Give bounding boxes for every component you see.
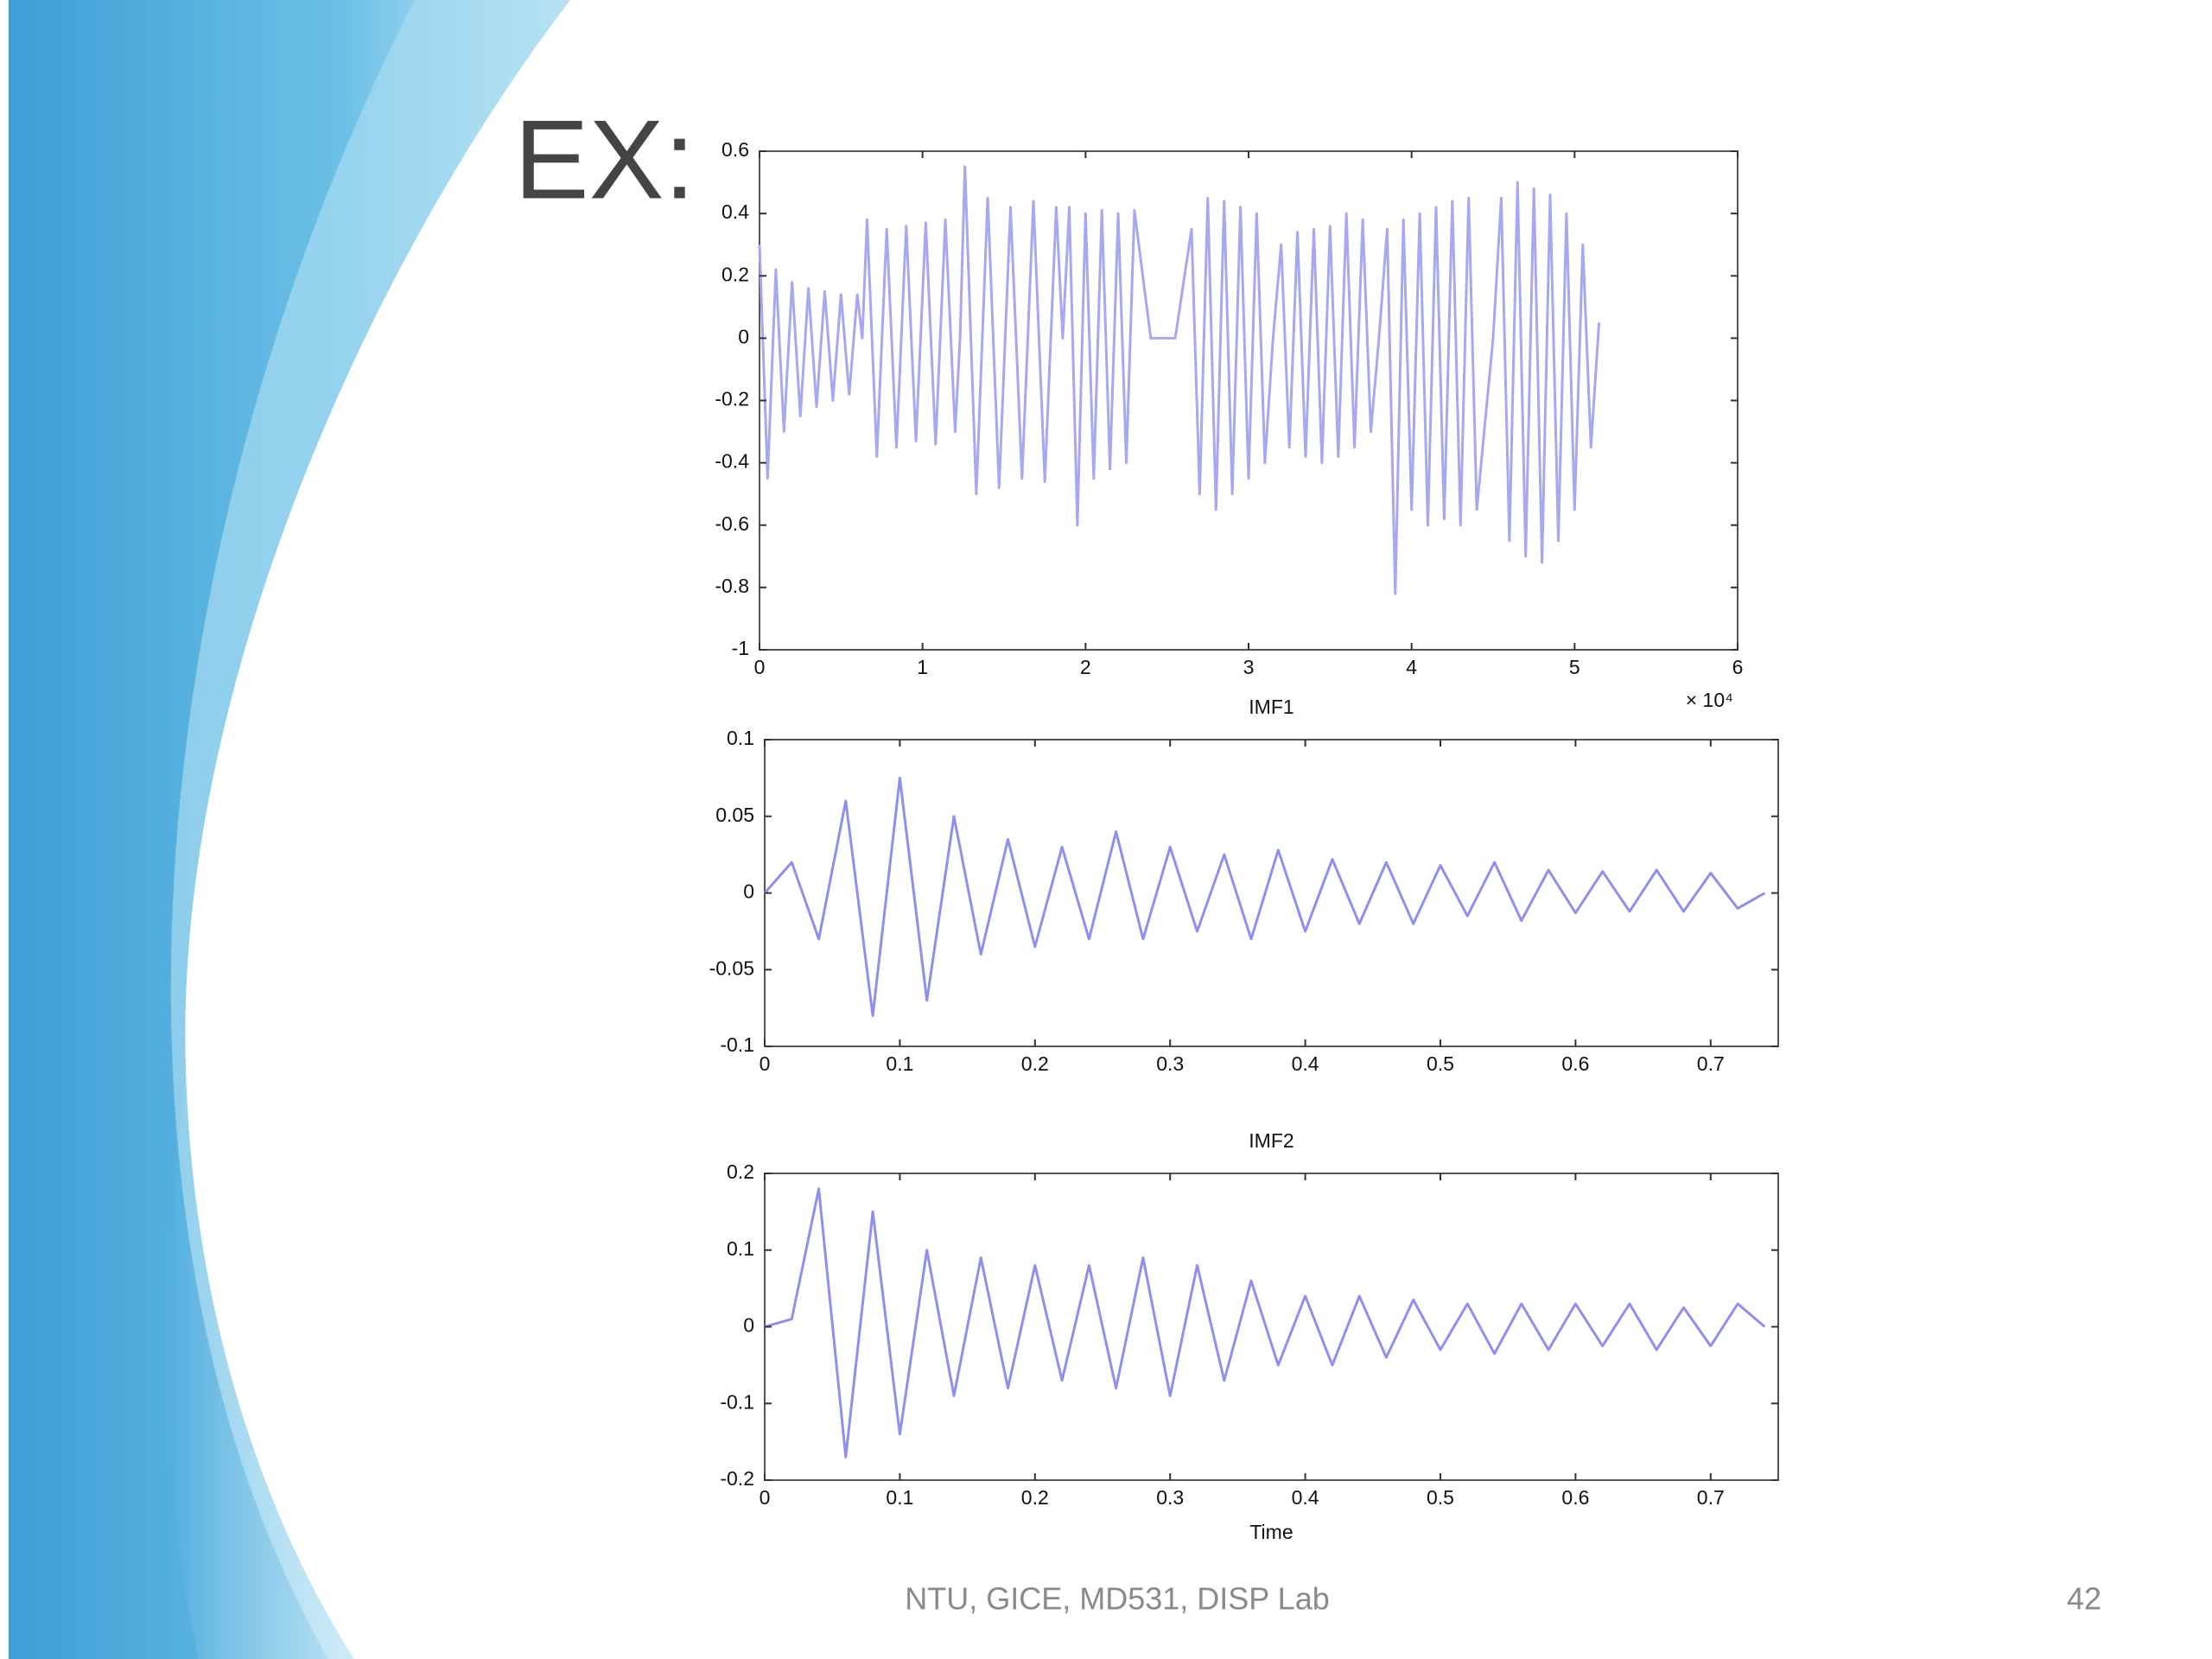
x-tick-label: 0.1 — [886, 1486, 913, 1509]
x-tick-label: 2 — [1080, 656, 1091, 678]
swoosh — [9, 0, 570, 1659]
y-tick-label: 0.2 — [727, 1160, 754, 1183]
y-tick-label: -1 — [732, 637, 749, 659]
x-tick-label: 1 — [917, 656, 928, 678]
x-tick-label: 0.3 — [1156, 1486, 1184, 1509]
x-tick-label: 5 — [1569, 656, 1580, 678]
x-tick-label: 0.4 — [1292, 1052, 1319, 1075]
plot-area — [764, 739, 1779, 1047]
x-scale-label: × 10⁴ — [1686, 689, 1733, 711]
x-tick-label: 6 — [1732, 656, 1744, 678]
x-tick-label: 0.7 — [1697, 1486, 1725, 1509]
x-tick-label: 0 — [760, 1486, 771, 1509]
x-tick-label: 0.2 — [1021, 1052, 1049, 1075]
y-tick-label: -0.6 — [715, 512, 749, 535]
waveform — [764, 1187, 1766, 1459]
y-tick-label: 0.6 — [721, 138, 749, 161]
y-tick-label: -0.1 — [720, 1390, 754, 1413]
x-tick-label: 0.5 — [1427, 1052, 1454, 1075]
y-tick-label: 0.1 — [727, 727, 754, 749]
y-tick-label: 0.4 — [721, 200, 749, 223]
y-tick-label: -0.8 — [715, 575, 749, 597]
page-number: 42 — [2067, 1581, 2101, 1617]
x-tick-label: 4 — [1406, 656, 1417, 678]
y-tick-label: -0.4 — [715, 450, 749, 473]
plot-area — [764, 1173, 1779, 1481]
waveform — [763, 776, 1766, 1017]
x-tick-label: 0.6 — [1561, 1486, 1589, 1509]
x-tick-label: 0.4 — [1292, 1486, 1319, 1509]
slide-footer: NTU, GICE, MD531, DISP Lab — [905, 1581, 1330, 1617]
y-tick-label: 0 — [743, 880, 754, 903]
swoosh-fade — [168, 1071, 372, 1659]
y-tick-label: 0.05 — [715, 804, 754, 826]
x-tick-label: 0.7 — [1697, 1052, 1725, 1075]
chart-title: IMF1 — [1249, 696, 1294, 718]
y-tick-label: 0.2 — [721, 263, 749, 285]
swoosh-highlight — [170, 0, 570, 1659]
y-tick-label: -0.2 — [720, 1467, 754, 1490]
y-tick-label: -0.2 — [715, 388, 749, 410]
y-tick-label: -0.05 — [709, 957, 754, 979]
plot-area — [759, 150, 1738, 651]
y-tick-label: 0.1 — [727, 1237, 754, 1260]
x-tick-label: 0.1 — [886, 1052, 913, 1075]
y-tick-label: 0 — [743, 1314, 754, 1337]
y-tick-label: -0.1 — [720, 1033, 754, 1056]
chart-title: IMF2 — [1249, 1129, 1294, 1152]
x-tick-label: 0 — [754, 656, 766, 678]
y-tick-label: 0 — [738, 325, 749, 347]
x-tick-label: 0.2 — [1021, 1486, 1049, 1509]
x-axis-label: Time — [1249, 1521, 1293, 1543]
waveform — [758, 165, 1601, 595]
slide-heading: EX: — [514, 96, 696, 222]
x-tick-label: 0 — [760, 1052, 771, 1075]
x-tick-label: 3 — [1243, 656, 1255, 678]
x-tick-label: 0.5 — [1427, 1486, 1454, 1509]
x-tick-label: 0.3 — [1156, 1052, 1184, 1075]
x-tick-label: 0.6 — [1561, 1052, 1589, 1075]
